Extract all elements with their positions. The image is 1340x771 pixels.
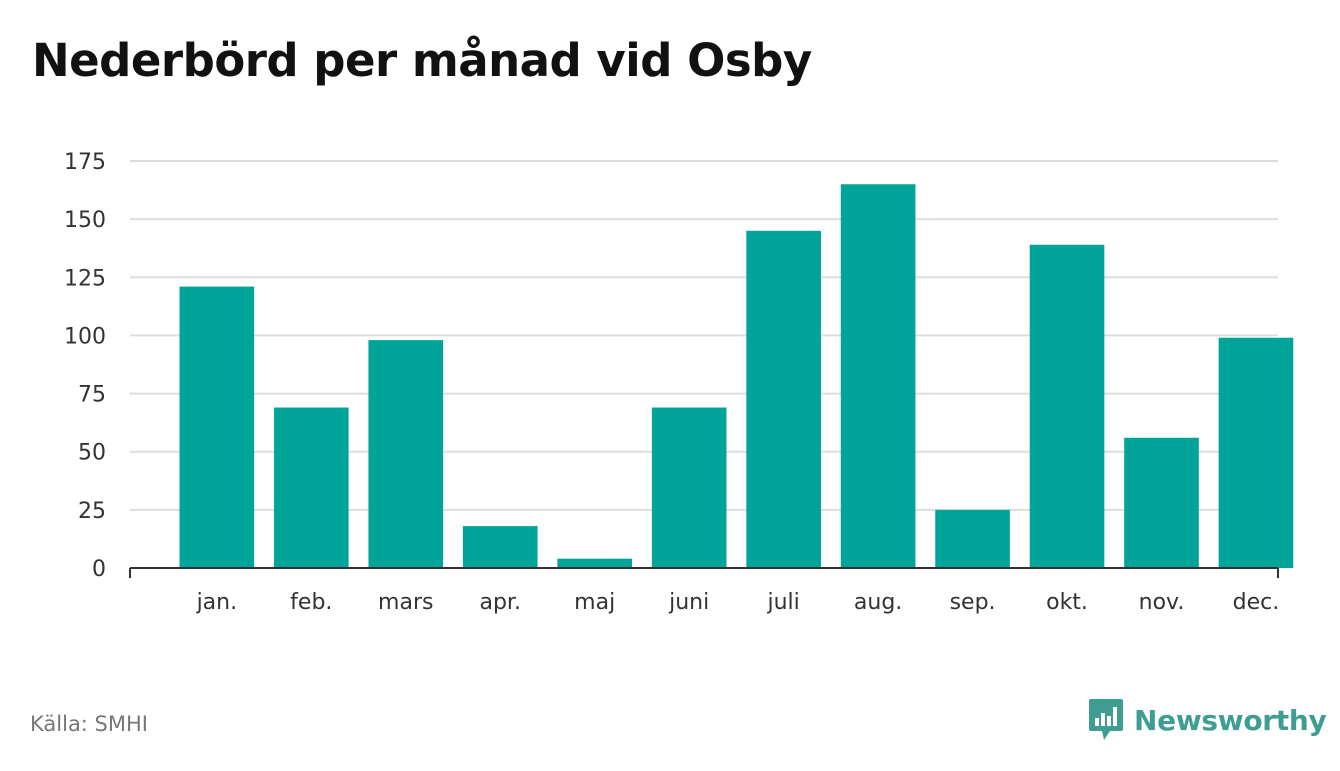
bar [179,286,255,568]
y-tick-label: 75 [78,383,106,408]
x-axis [129,567,1279,578]
x-tick-label: mars [378,590,433,615]
bar [368,340,444,568]
x-tick-label: okt. [1046,590,1088,615]
bar [557,558,633,568]
bar [1218,337,1294,568]
bar [840,184,916,568]
y-tick-label: 150 [64,208,106,233]
bar [273,407,349,568]
x-tick-label: aug. [854,590,902,615]
x-tick-label: jan. [196,590,238,615]
x-tick-label: maj [574,590,615,615]
x-tick-label: nov. [1139,590,1185,615]
bar [1124,437,1199,568]
x-tick-label: feb. [290,590,332,615]
bar [462,526,538,568]
y-tick-label: 0 [92,557,106,582]
bar [746,230,821,568]
chart-title: Nederbörd per månad vid Osby [32,34,812,87]
x-tick-label: juni [668,590,709,615]
x-axis-ticks: jan. feb. mars apr. maj juni juli aug. sep. okt. n… [196,590,1280,615]
y-tick-label: 125 [64,266,106,291]
x-tick-label: apr. [479,590,520,615]
y-tick-label: 175 [64,150,106,175]
brand-name: Newsworthy [1134,703,1327,737]
bars [179,184,1294,568]
y-tick-label: 50 [78,441,106,466]
y-axis-ticks: 0 25 50 75 100 125 150 175 [64,150,106,582]
bar [935,509,1010,568]
y-tick-label: 25 [78,499,106,524]
brand-logo: Newsworthy [1088,698,1327,742]
y-tick-label: 100 [64,324,106,349]
source-note: Källa: SMHI [30,712,148,736]
x-tick-label: juli [766,590,799,615]
bar [651,407,727,568]
newsworthy-logo-icon [1089,699,1123,740]
x-tick-label: dec. [1233,590,1280,615]
bar [1029,244,1105,568]
x-tick-label: sep. [950,590,996,615]
